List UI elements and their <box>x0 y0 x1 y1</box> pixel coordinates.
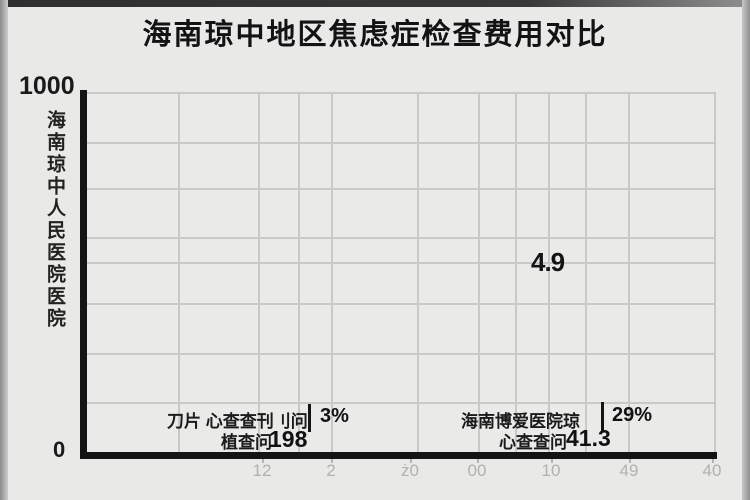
annotation-right-divider <box>601 402 604 432</box>
x-tick-label: 2 <box>326 461 336 480</box>
gridline-horizontal <box>86 237 716 239</box>
gridline-horizontal <box>86 402 716 404</box>
gridline-horizontal <box>86 142 716 144</box>
frame-top-border <box>0 0 750 7</box>
annotation-left-line2: 植查问 <box>221 433 272 452</box>
x-tick-label: 12 <box>252 461 272 480</box>
gridline-horizontal <box>86 262 716 264</box>
annotation-right-value: 41.3 <box>566 425 611 451</box>
y-axis-line <box>80 90 87 458</box>
plot-area <box>86 92 716 455</box>
gridline-vertical <box>515 92 517 455</box>
gridline-horizontal <box>86 92 716 94</box>
annotation-left-line1: 刀片 心查查刊刂问 <box>167 412 308 431</box>
annotation-right-line2: 心查查问 <box>499 433 567 452</box>
x-tick-mark <box>477 459 479 463</box>
x-tick-label: 10 <box>541 461 561 480</box>
gridline-horizontal <box>86 353 716 355</box>
chart-title: 海南琼中地区焦虑症检查费用对比 <box>142 19 608 51</box>
x-tick-label: 40 <box>702 461 722 480</box>
gridline-vertical <box>478 92 480 455</box>
gridline-vertical <box>628 92 630 455</box>
y-axis-origin-label: 0 <box>53 437 66 462</box>
gridline-vertical <box>331 92 333 455</box>
x-tick-label: 00 <box>467 461 487 480</box>
gridline-vertical <box>548 92 550 455</box>
gridline-vertical <box>258 92 260 455</box>
data-point-label: 4.9 <box>531 247 565 277</box>
gridline-vertical <box>714 92 716 455</box>
x-tick-mark <box>262 459 264 463</box>
frame-right-border <box>742 0 750 500</box>
gridline-vertical <box>585 92 587 455</box>
x-tick-mark <box>629 459 631 463</box>
y-axis-max-label: 1000 <box>19 72 75 100</box>
annotation-right-percent: 29% <box>612 404 653 426</box>
gridline-horizontal <box>86 188 716 190</box>
y-axis-title: 海南琼中人民医院医院 <box>44 110 65 330</box>
gridline-vertical <box>298 92 300 455</box>
x-tick-mark <box>410 459 412 463</box>
x-tick-label: 49 <box>619 461 639 480</box>
frame-left-border <box>0 0 8 500</box>
x-axis-line <box>80 452 717 459</box>
annotation-left-divider <box>308 404 311 432</box>
x-tick-mark <box>331 459 333 463</box>
x-tick-mark <box>712 459 714 463</box>
annotation-left-value: 198 <box>269 426 308 452</box>
x-tick-label: ż0 <box>401 461 419 480</box>
annotation-left-percent: 3% <box>320 405 349 427</box>
gridline-vertical <box>178 92 180 455</box>
annotation-right-line1: 海南博爱医院琼 <box>461 412 580 431</box>
gridline-horizontal <box>86 303 716 305</box>
x-tick-mark <box>551 459 553 463</box>
gridline-vertical <box>417 92 419 455</box>
